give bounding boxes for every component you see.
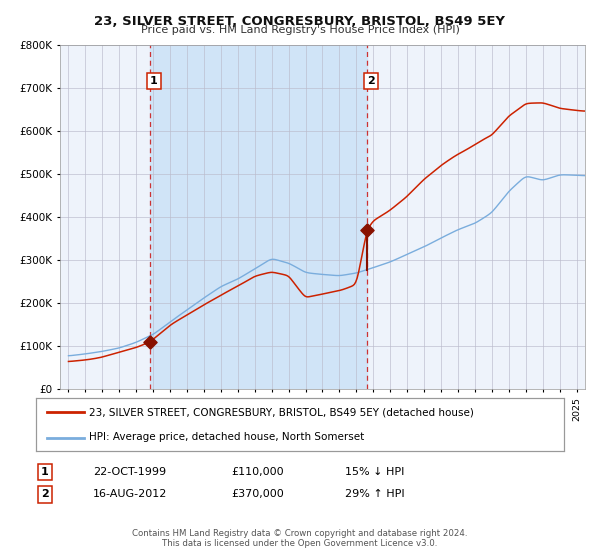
Text: 23, SILVER STREET, CONGRESBURY, BRISTOL, BS49 5EY (detached house): 23, SILVER STREET, CONGRESBURY, BRISTOL,… xyxy=(89,408,473,418)
Text: 2: 2 xyxy=(41,489,49,500)
Text: 16-AUG-2012: 16-AUG-2012 xyxy=(93,489,167,500)
Text: 29% ↑ HPI: 29% ↑ HPI xyxy=(345,489,404,500)
Text: 1: 1 xyxy=(41,467,49,477)
Text: HPI: Average price, detached house, North Somerset: HPI: Average price, detached house, Nort… xyxy=(89,432,364,442)
Point xyxy=(145,337,155,346)
Text: 1: 1 xyxy=(150,76,158,86)
Text: Contains HM Land Registry data © Crown copyright and database right 2024.: Contains HM Land Registry data © Crown c… xyxy=(132,529,468,538)
Bar xyxy=(150,45,367,389)
Text: 23, SILVER STREET, CONGRESBURY, BRISTOL, BS49 5EY: 23, SILVER STREET, CONGRESBURY, BRISTOL,… xyxy=(95,15,505,27)
Point xyxy=(362,226,371,235)
Text: £110,000: £110,000 xyxy=(231,467,284,477)
Text: This data is licensed under the Open Government Licence v3.0.: This data is licensed under the Open Gov… xyxy=(163,539,437,548)
Text: 22-OCT-1999: 22-OCT-1999 xyxy=(93,467,166,477)
Text: £370,000: £370,000 xyxy=(231,489,284,500)
Text: 15% ↓ HPI: 15% ↓ HPI xyxy=(345,467,404,477)
Text: 2: 2 xyxy=(367,76,375,86)
Text: Price paid vs. HM Land Registry's House Price Index (HPI): Price paid vs. HM Land Registry's House … xyxy=(140,25,460,35)
